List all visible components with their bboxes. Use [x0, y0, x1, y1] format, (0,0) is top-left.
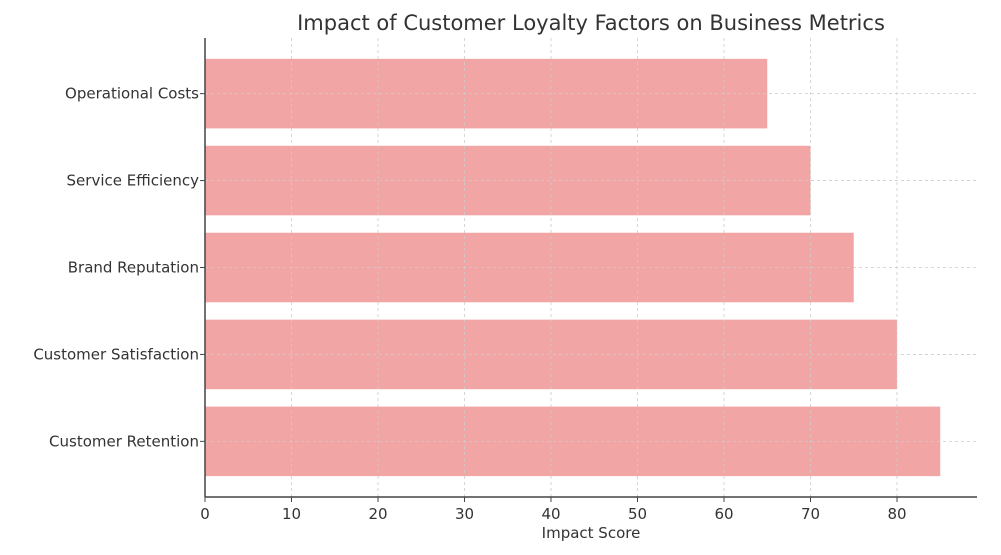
- x-tick-label: 80: [887, 505, 906, 523]
- y-tick-label: Customer Satisfaction: [33, 345, 199, 363]
- x-tick-label: 70: [801, 505, 820, 523]
- x-axis-label: Impact Score: [542, 524, 641, 542]
- x-tick-label: 40: [541, 505, 560, 523]
- x-tick-label: 60: [714, 505, 733, 523]
- chart-title: Impact of Customer Loyalty Factors on Bu…: [297, 11, 885, 35]
- y-tick-label: Brand Reputation: [68, 259, 199, 277]
- y-tick-label: Operational Costs: [65, 85, 199, 103]
- x-tick-label: 20: [368, 505, 387, 523]
- y-tick-label: Customer Retention: [49, 432, 199, 450]
- x-tick-label: 10: [282, 505, 301, 523]
- x-tick-label: 30: [455, 505, 474, 523]
- y-tick-label: Service Efficiency: [67, 172, 200, 190]
- x-tick-label: 0: [200, 505, 210, 523]
- x-tick-label: 50: [628, 505, 647, 523]
